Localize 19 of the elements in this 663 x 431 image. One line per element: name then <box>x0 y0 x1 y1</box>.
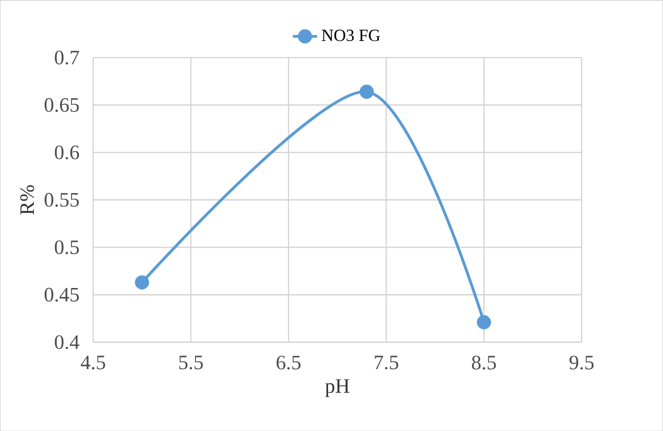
x-axis-title: pH <box>325 379 350 397</box>
y-tick-label: 0.7 <box>54 50 80 64</box>
point <box>360 84 374 99</box>
x-tick-label: 8.5 <box>472 356 496 370</box>
point <box>134 275 150 290</box>
x-tick-label: 4.5 <box>80 356 106 370</box>
y-tick-label: 0.55 <box>44 192 79 207</box>
legend-label: NO3 FG <box>322 30 380 41</box>
y-tick-label: 0.45 <box>44 288 79 302</box>
x-tick-label: 6.5 <box>276 356 301 370</box>
y-axis-title: R% <box>20 185 34 214</box>
x-tick-label: 9.5 <box>570 356 594 370</box>
y-tick-label: 0.5 <box>54 240 79 254</box>
y-tick-label: 0.4 <box>54 335 80 349</box>
x-tick-label: 5.5 <box>179 356 203 370</box>
y-tick-label: 0.6 <box>54 145 80 160</box>
point <box>476 315 492 330</box>
y-tick-label: 0.65 <box>44 98 79 112</box>
x-tick-label: 7.5 <box>374 356 398 370</box>
